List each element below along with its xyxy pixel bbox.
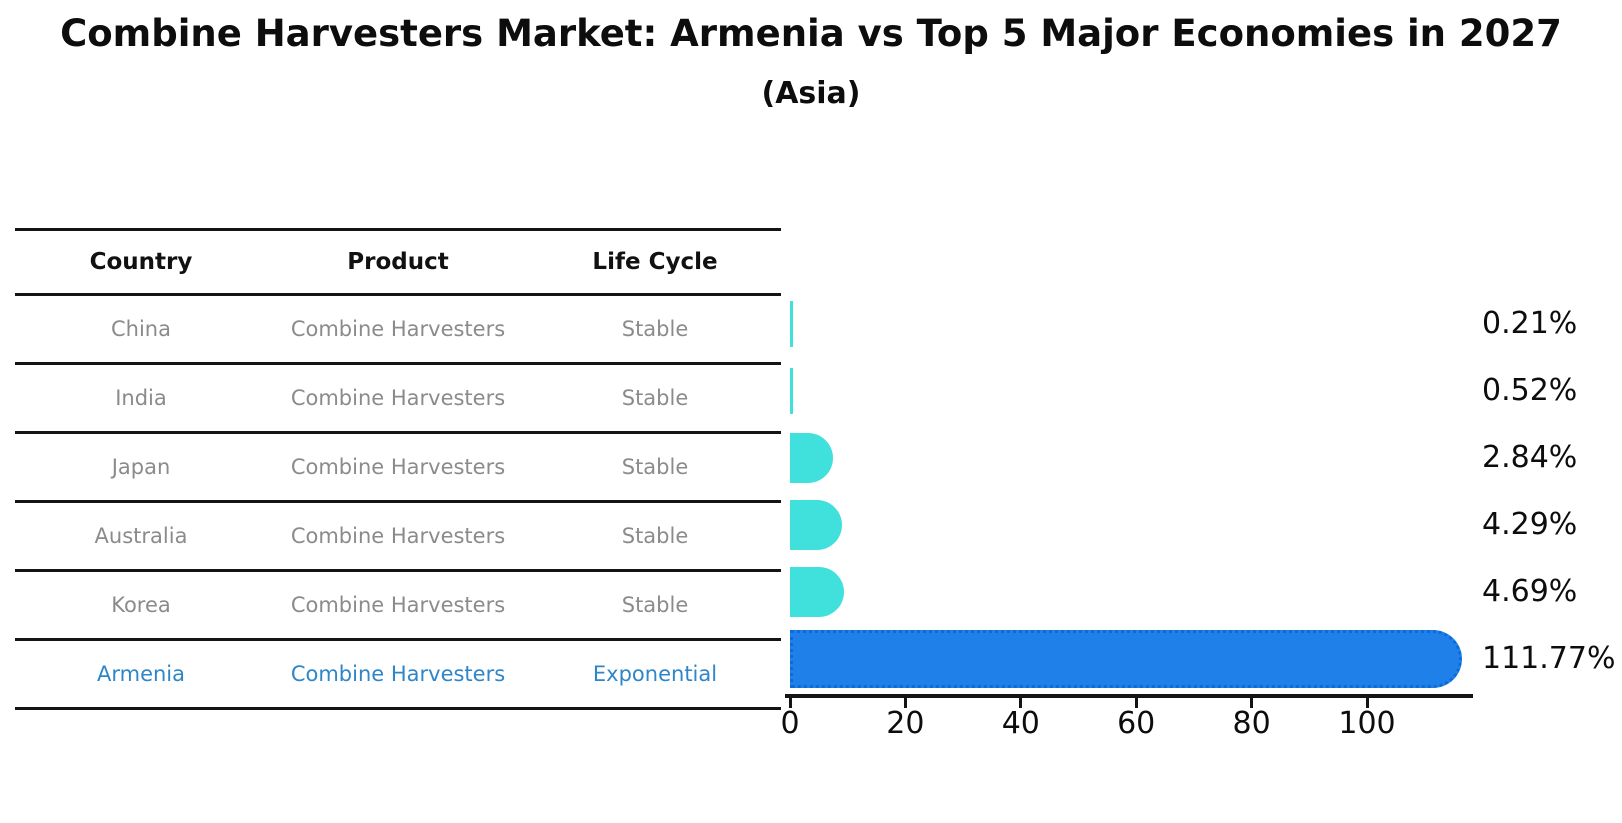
x-axis-tick [1250, 698, 1254, 708]
x-axis-tick-label: 80 [1232, 706, 1271, 741]
bar-india [790, 367, 793, 414]
value-label-china: 0.21% [1482, 305, 1578, 341]
table-row: Japan Combine Harvesters Stable [15, 432, 781, 503]
table-cell-product: Combine Harvesters [267, 363, 529, 434]
value-label-japan: 2.84% [1482, 439, 1578, 475]
table-row: Australia Combine Harvesters Stable [15, 501, 781, 572]
table-cell-product: Combine Harvesters [267, 432, 529, 503]
table-cell-product: Combine Harvesters [267, 570, 529, 641]
x-axis-tick-label: 60 [1117, 706, 1156, 741]
table-cell-country: Japan [15, 432, 267, 503]
x-axis-tick-label: 0 [780, 706, 800, 741]
table-cell-country: China [15, 294, 267, 365]
table-cell-life_cycle: Stable [529, 501, 781, 572]
table-body: China Combine Harvesters Stable India Combin… [15, 294, 781, 710]
chart-subtitle: (Asia) [761, 76, 861, 111]
table-cell-life_cycle: Stable [529, 570, 781, 641]
column-header-country: Country [15, 228, 267, 296]
x-axis-tick [788, 698, 792, 708]
bar-australia [790, 499, 842, 550]
value-label-korea: 4.69% [1482, 573, 1578, 609]
x-axis-tick [1019, 698, 1023, 708]
table-cell-product: Combine Harvesters [267, 639, 529, 710]
table-cell-product: Combine Harvesters [267, 501, 529, 572]
table-row: India Combine Harvesters Stable [15, 363, 781, 434]
table-row: China Combine Harvesters Stable [15, 294, 781, 365]
table-row: Armenia Combine Harvesters Exponential [15, 639, 781, 710]
table-cell-country: Korea [15, 570, 267, 641]
table-header-row: Country Product Life Cycle [15, 228, 781, 296]
table-cell-life_cycle: Stable [529, 363, 781, 434]
x-axis-tick-label: 100 [1338, 706, 1396, 741]
column-header-product: Product [267, 228, 529, 296]
table-cell-country: Armenia [15, 639, 267, 710]
bar-japan [790, 432, 834, 483]
table-cell-product: Combine Harvesters [267, 294, 529, 365]
table-cell-life_cycle: Stable [529, 294, 781, 365]
value-label-australia: 4.29% [1482, 506, 1578, 542]
table-cell-life_cycle: Exponential [529, 639, 781, 710]
table-cell-country: Australia [15, 501, 267, 572]
table-cell-country: India [15, 363, 267, 434]
bar-china [790, 300, 793, 347]
x-axis-tick [1365, 698, 1369, 708]
x-axis-tick [903, 698, 907, 708]
table-cell-life_cycle: Stable [529, 432, 781, 503]
bar-korea [790, 566, 845, 617]
x-axis-tick [1134, 698, 1138, 708]
value-label-armenia: 111.77% [1482, 640, 1616, 676]
value-label-india: 0.52% [1482, 372, 1578, 408]
x-axis-tick-label: 40 [1001, 706, 1040, 741]
bar-armenia [790, 629, 1462, 688]
x-axis-line [785, 694, 1473, 698]
x-axis-tick-label: 20 [886, 706, 925, 741]
country-table: Country Product Life Cycle China Combine … [15, 228, 781, 710]
table-row: Korea Combine Harvesters Stable [15, 570, 781, 641]
column-header-lifecycle: Life Cycle [529, 228, 781, 296]
chart-title: Combine Harvesters Market: Armenia vs To… [60, 12, 1562, 55]
